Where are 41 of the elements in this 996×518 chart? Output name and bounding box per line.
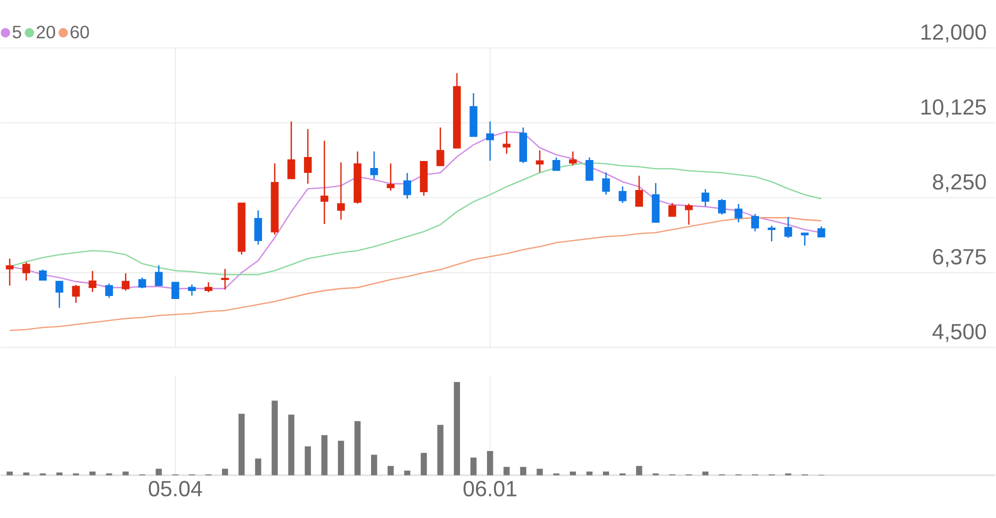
bar <box>354 421 361 476</box>
y-tick-label: 8,250 <box>932 174 986 192</box>
bar <box>486 450 494 476</box>
bar <box>222 468 228 476</box>
bar <box>288 414 294 476</box>
y-tick-label: 4,500 <box>932 324 986 342</box>
bar <box>536 468 543 476</box>
bar <box>420 452 427 476</box>
bar <box>404 470 410 476</box>
bar <box>321 435 328 476</box>
bar <box>156 468 162 476</box>
bar <box>6 471 13 476</box>
bar <box>586 471 593 476</box>
bar <box>636 466 642 476</box>
bar <box>56 472 62 476</box>
x-tick-label: 06.01 <box>464 480 516 496</box>
y-tick-label: 6,375 <box>933 248 986 267</box>
bar <box>122 471 129 476</box>
bar <box>304 446 311 476</box>
bar <box>504 466 510 476</box>
bar <box>437 424 444 476</box>
bar <box>255 458 262 476</box>
bar <box>272 400 278 476</box>
y-tick-label: 12,000 <box>921 24 986 42</box>
bar <box>602 471 610 476</box>
legend-label: 60 <box>70 26 89 38</box>
bar <box>470 457 477 476</box>
bar <box>388 466 394 476</box>
bar <box>702 471 708 476</box>
bar <box>454 382 460 476</box>
bar <box>89 471 96 476</box>
bar <box>520 466 526 476</box>
x-tick-label: 05.04 <box>148 480 202 496</box>
legend-label: 20 <box>36 26 56 38</box>
y-tick-label: 10,125 <box>921 99 986 118</box>
bar <box>238 414 245 476</box>
bar <box>338 440 344 476</box>
bar <box>371 454 378 476</box>
legend-label: 5 <box>12 26 22 38</box>
bar <box>23 472 30 476</box>
bar <box>570 471 576 476</box>
